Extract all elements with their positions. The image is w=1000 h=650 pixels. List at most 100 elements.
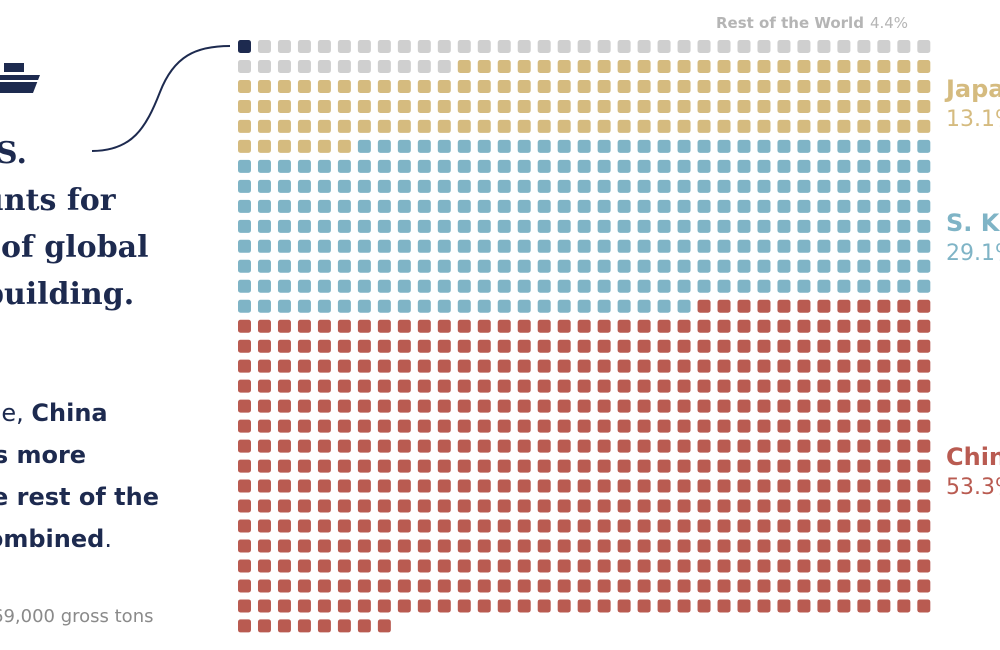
waffle-square-south_korea (577, 279, 591, 293)
waffle-square-south_korea (357, 159, 371, 173)
waffle-square-china (238, 499, 251, 513)
waffle-square-china (397, 439, 411, 453)
waffle-square-china (417, 379, 431, 393)
waffle-square-china (737, 399, 751, 413)
waffle-square-rest (817, 40, 831, 53)
waffle-square-south_korea (517, 259, 531, 273)
waffle-square-china (897, 519, 911, 533)
waffle-square-china (737, 419, 751, 433)
waffle-square-china (657, 419, 671, 433)
waffle-square-china (277, 359, 291, 373)
waffle-square-china (597, 559, 611, 573)
waffle-square-china (577, 339, 591, 353)
waffle-square-south_korea (857, 259, 871, 273)
waffle-square-china (697, 459, 711, 473)
waffle-square-china (517, 459, 531, 473)
waffle-square-china (697, 419, 711, 433)
waffle-square-china (737, 299, 751, 313)
waffle-square-china (697, 379, 711, 393)
waffle-square-china (837, 599, 851, 613)
waffle-square-japan (717, 59, 731, 73)
waffle-square-china (537, 479, 551, 493)
waffle-square-china (537, 379, 551, 393)
waffle-square-south_korea (897, 159, 911, 173)
waffle-square-china (677, 599, 691, 613)
waffle-square-china (657, 459, 671, 473)
waffle-square-china (417, 599, 431, 613)
waffle-square-china (777, 319, 791, 333)
waffle-square-south_korea (517, 179, 531, 193)
waffle-square-china (597, 479, 611, 493)
waffle-square-china (637, 599, 651, 613)
waffle-square-china (757, 379, 771, 393)
waffle-square-china (337, 539, 351, 553)
waffle-square-south_korea (837, 239, 851, 253)
waffle-square-china (497, 379, 511, 393)
waffle-square-south_korea (797, 259, 811, 273)
waffle-square-japan (857, 59, 871, 73)
waffle-square-south_korea (637, 239, 651, 253)
waffle-square-china (517, 559, 531, 573)
waffle-square-japan (577, 59, 591, 73)
waffle-square-china (797, 579, 811, 593)
waffle-square-south_korea (357, 219, 371, 233)
waffle-square-china (637, 419, 651, 433)
waffle-square-china (877, 319, 891, 333)
waffle-square-south_korea (837, 279, 851, 293)
waffle-square-china (897, 359, 911, 373)
waffle-square-china (837, 579, 851, 593)
waffle-square-china (697, 439, 711, 453)
waffle-square-south_korea (277, 179, 291, 193)
waffle-square-south_korea (497, 299, 511, 313)
waffle-square-south_korea (437, 219, 451, 233)
waffle-square-south_korea (557, 259, 571, 273)
waffle-square-china (277, 559, 291, 573)
waffle-square-japan (238, 79, 251, 93)
waffle-square-japan (437, 119, 451, 133)
waffle-square-south_korea (297, 279, 311, 293)
waffle-square-china (917, 459, 931, 473)
waffle-square-south_korea (617, 299, 631, 313)
waffle-square-china (397, 359, 411, 373)
waffle-square-china (637, 519, 651, 533)
waffle-square-china (877, 579, 891, 593)
waffle-square-china (837, 459, 851, 473)
waffle-square-south_korea (297, 219, 311, 233)
waffle-square-japan (877, 59, 891, 73)
waffle-square-south_korea (677, 139, 691, 153)
waffle-square-south_korea (577, 219, 591, 233)
waffle-square-china (857, 379, 871, 393)
waffle-square-south_korea (377, 299, 391, 313)
waffle-square-china (857, 539, 871, 553)
waffle-square-japan (497, 59, 511, 73)
waffle-square-japan (597, 99, 611, 113)
waffle-square-south_korea (277, 299, 291, 313)
waffle-square-south_korea (697, 259, 711, 273)
waffle-square-south_korea (897, 259, 911, 273)
waffle-square-china (317, 399, 331, 413)
waffle-square-china (617, 559, 631, 573)
waffle-square-china (357, 539, 371, 553)
waffle-square-south_korea (537, 179, 551, 193)
waffle-square-china (497, 479, 511, 493)
waffle-square-china (477, 599, 491, 613)
waffle-square-china (717, 379, 731, 393)
waffle-square-japan (277, 119, 291, 133)
waffle-square-japan (697, 99, 711, 113)
waffle-square-south_korea (517, 219, 531, 233)
waffle-square-south_korea (637, 159, 651, 173)
waffle-square-south_korea (637, 219, 651, 233)
waffle-square-china (697, 579, 711, 593)
waffle-square-south_korea (517, 139, 531, 153)
waffle-square-china (677, 579, 691, 593)
waffle-square-rest (537, 40, 551, 53)
waffle-square-south_korea (397, 219, 411, 233)
waffle-square-china (497, 459, 511, 473)
waffle-square-china (657, 399, 671, 413)
waffle-square-china (317, 439, 331, 453)
waffle-square-china (417, 479, 431, 493)
waffle-square-south_korea (717, 159, 731, 173)
waffle-square-china (777, 379, 791, 393)
waffle-square-china (617, 379, 631, 393)
